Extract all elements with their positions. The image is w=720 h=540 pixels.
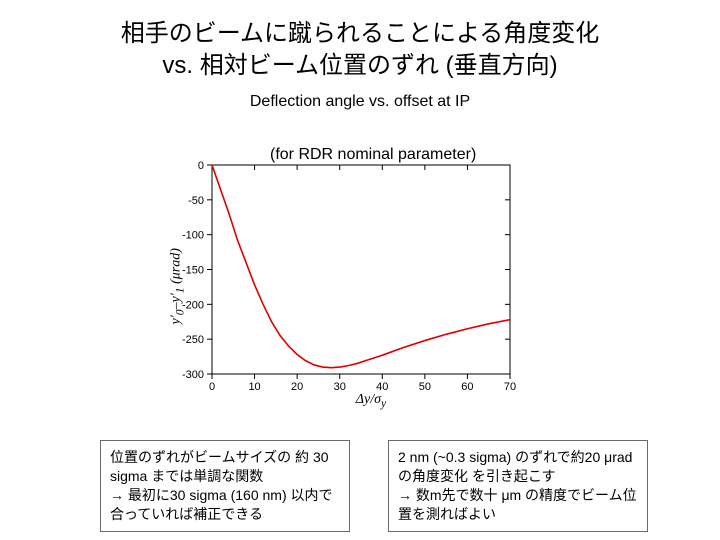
svg-text:-300: -300 [182,369,204,381]
note-right: 2 nm (~0.3 sigma) のずれで約20 μrad の角度変化 を引き… [388,440,648,532]
svg-text:70: 70 [504,381,516,393]
title-line2: vs. 相対ビーム位置のずれ (垂直方向) [0,50,720,82]
svg-text:-50: -50 [188,195,204,207]
svg-text:10: 10 [248,381,260,393]
svg-text:60: 60 [461,381,473,393]
svg-text:0: 0 [198,160,204,172]
svg-text:0: 0 [209,381,215,393]
svg-text:50: 50 [419,381,431,393]
title-line1: 相手のビームに蹴られることによる角度変化 [0,18,720,50]
subtitle-main: Deflection angle vs. offset at IP [0,93,720,111]
deflection-chart: 0102030405060700-50-100-150-200-250-300Δ… [160,155,520,410]
note-left: 位置のずれがビームサイズの 約 30 sigma までは単調な関数→ 最初に30… [100,440,350,532]
svg-text:20: 20 [291,381,303,393]
svg-text:-250: -250 [182,334,204,346]
